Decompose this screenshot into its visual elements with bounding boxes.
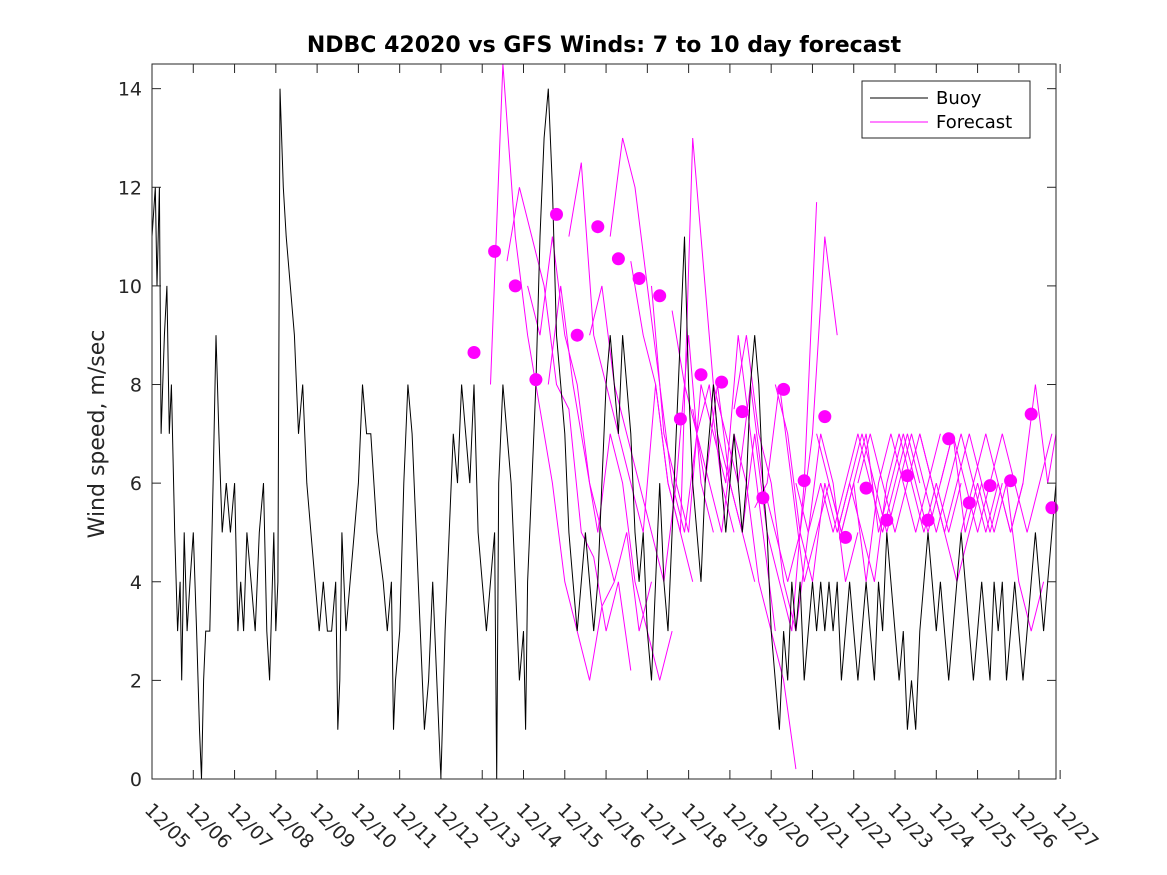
forecast-marker-point [632, 272, 646, 285]
forecast-marker-point [900, 469, 914, 483]
plot-frame [151, 63, 1057, 780]
legend: Buoy Forecast [861, 80, 1031, 139]
forecast-marker-point [880, 513, 894, 527]
forecast-marker-point [550, 207, 563, 221]
forecast-marker-point [673, 412, 687, 426]
forecast-markers [467, 207, 1059, 544]
forecast-run-line [490, 63, 615, 681]
buoy-observed-line [151, 88, 1057, 780]
y-tick-label: 0 [130, 769, 142, 791]
y-tick-label: 2 [130, 670, 142, 692]
forecast-marker-point [1045, 501, 1059, 515]
forecast-marker-point [467, 346, 481, 359]
y-tick-label: 8 [130, 375, 142, 397]
forecast-marker-point [694, 368, 708, 382]
forecast-marker-point [777, 382, 791, 396]
forecast-marker-point [653, 289, 667, 303]
x-tick-label: 12/23 [883, 799, 937, 853]
forecast-marker-point [735, 405, 749, 419]
forecast-marker-point [859, 481, 873, 495]
x-tick-label: 12/10 [347, 799, 401, 853]
buoy-series [151, 88, 1057, 780]
x-tick-label: 12/20 [759, 799, 813, 853]
y-axis-label: Wind speed, m/sec [85, 330, 110, 539]
x-tick-label: 12/26 [1007, 799, 1061, 853]
forecast-run-line [919, 433, 1045, 632]
forecast-run-line [754, 384, 879, 582]
y-tick-label: 6 [130, 473, 142, 495]
x-tick-label: 12/18 [677, 799, 731, 853]
forecast-marker-point [611, 252, 625, 266]
forecast-run-line [836, 433, 962, 582]
forecast-marker-point [839, 530, 852, 544]
forecast-marker-point [983, 479, 997, 493]
x-tick-label: 12/27 [1048, 799, 1102, 853]
y-tick-label: 10 [118, 276, 142, 298]
plot-area [152, 64, 1056, 779]
forecast-marker-point [962, 496, 976, 510]
x-tick-label: 12/07 [223, 799, 277, 853]
forecast-marker-point [570, 328, 584, 342]
forecast-run-line [589, 285, 714, 582]
x-tick-label: 12/06 [181, 799, 235, 853]
forecast-run-line [506, 187, 632, 671]
x-tick-label: 12/11 [388, 799, 442, 853]
x-tick-label: 12/22 [842, 799, 896, 853]
forecast-marker-point [756, 491, 770, 505]
forecast-run-line [651, 285, 776, 632]
forecast-run-line [712, 236, 838, 582]
forecast-run-line [692, 202, 818, 632]
x-tick-label: 12/25 [966, 799, 1020, 853]
x-tick-label: 12/05 [140, 799, 194, 853]
forecast-marker-point [1004, 474, 1018, 488]
forecast-marker-point [591, 220, 605, 234]
y-axis: 0 2 4 6 8 10 12 14 [118, 79, 1056, 791]
forecast-run-line [960, 384, 1057, 533]
x-tick-label: 12/15 [553, 799, 607, 853]
x-tick-label: 12/14 [512, 799, 566, 853]
forecast-marker-point [1024, 407, 1038, 421]
forecast-marker-point [942, 432, 956, 446]
x-tick-label: 12/16 [594, 799, 648, 853]
forecast-marker-point [818, 410, 832, 424]
x-tick-label: 12/08 [264, 799, 318, 853]
legend-box [861, 80, 1031, 139]
x-tick-label: 12/21 [801, 799, 855, 853]
y-tick-label: 14 [118, 79, 142, 101]
forecast-marker-point [488, 244, 502, 258]
legend-forecast-label: Forecast [936, 112, 1012, 133]
chart-title: NDBC 42020 vs GFS Winds: 7 to 10 day for… [307, 33, 902, 58]
y-tick-label: 12 [118, 177, 142, 199]
forecast-run-line [939, 433, 1053, 533]
y-tick-label: 4 [130, 572, 142, 594]
x-tick-label: 12/17 [635, 799, 689, 853]
forecast-run-line [547, 285, 673, 681]
forecast-marker-point [529, 373, 543, 387]
legend-buoy-label: Buoy [936, 88, 982, 109]
forecast-marker-point [715, 375, 729, 389]
x-tick-label: 12/13 [470, 799, 524, 853]
x-tick-label: 12/09 [305, 799, 359, 853]
forecast-marker-point [508, 279, 522, 293]
x-tick-label: 12/24 [924, 799, 978, 853]
forecast-marker-point [921, 513, 935, 527]
x-tick-label: 12/12 [429, 799, 483, 853]
x-tick-label: 12/19 [718, 799, 772, 853]
forecast-marker-point [797, 474, 811, 488]
